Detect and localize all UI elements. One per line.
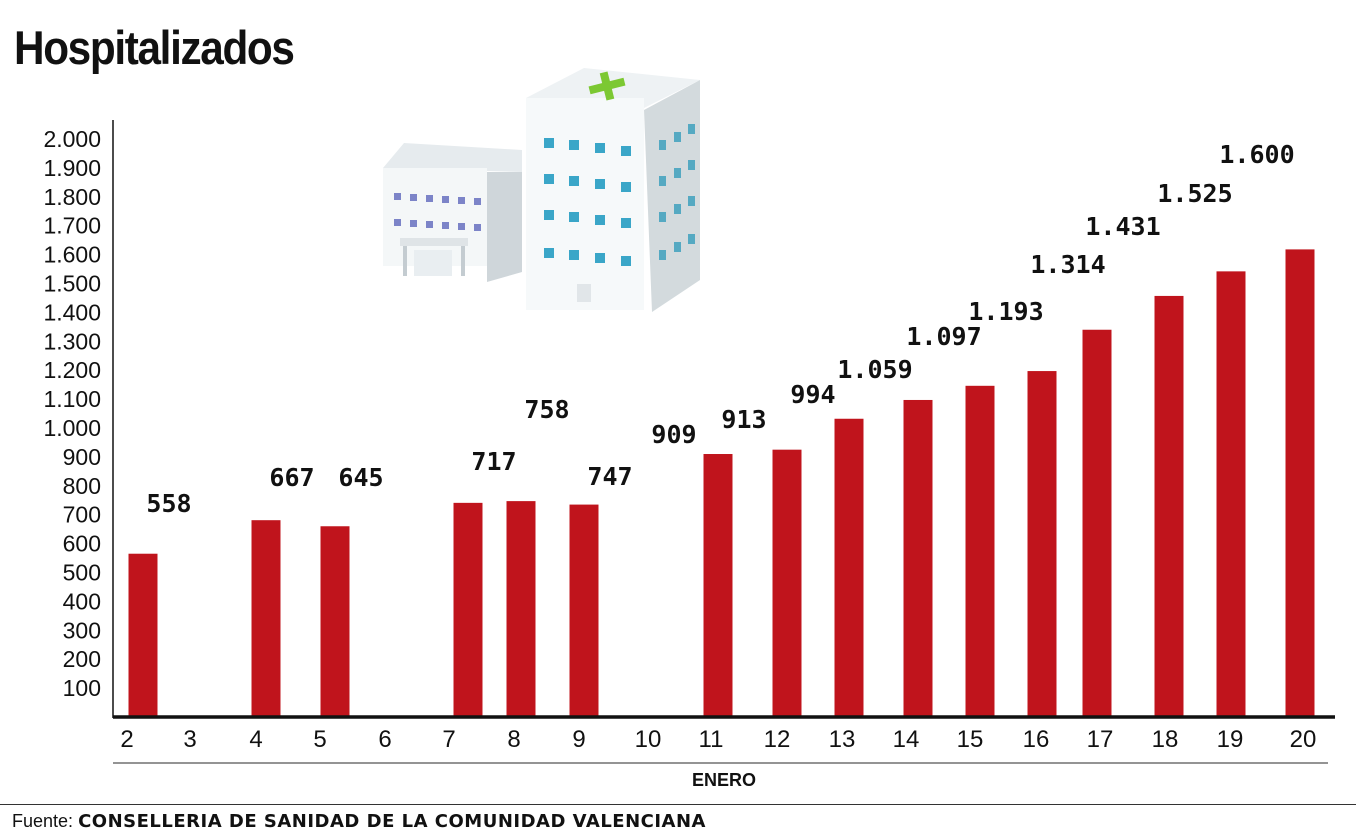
x-tick-label: 11: [699, 726, 724, 753]
x-tick-label: 8: [507, 726, 520, 753]
source-prefix: Fuente:: [12, 811, 74, 831]
x-tick-label: 3: [183, 726, 196, 753]
y-tick-label: 1.900: [43, 155, 101, 181]
bar: [1027, 371, 1057, 717]
bar: [569, 504, 599, 717]
bar: [1285, 249, 1315, 717]
x-tick-label: 18: [1152, 726, 1179, 753]
bars: [128, 249, 1315, 717]
data-label: 558: [146, 489, 191, 518]
y-tick-label: 1.200: [43, 357, 101, 383]
y-tick-label: 1.600: [43, 242, 101, 268]
y-tick-label: 1.000: [43, 415, 101, 441]
data-label: 1.097: [906, 322, 981, 351]
x-tick-label: 15: [957, 726, 984, 753]
data-label: 909: [651, 420, 696, 449]
data-label: 1.431: [1085, 212, 1160, 241]
data-label: 1.193: [968, 297, 1043, 326]
y-tick-label: 1.300: [43, 328, 101, 354]
bar: [772, 449, 802, 717]
data-label: 717: [471, 447, 516, 476]
data-label: 1.314: [1030, 250, 1105, 279]
x-tick-label: 2: [120, 726, 133, 753]
x-tick-label: 14: [893, 726, 920, 753]
x-tick-label: 20: [1290, 726, 1317, 753]
data-label: 667: [269, 463, 314, 492]
x-tick-label: 13: [829, 726, 856, 753]
y-tick-label: 1.800: [43, 184, 101, 210]
y-tick-label: 700: [63, 502, 101, 528]
x-tick-label: 12: [764, 726, 791, 753]
y-tick-label: 2.000: [43, 126, 101, 152]
y-tick-label: 900: [63, 444, 101, 470]
x-tick-label: 19: [1217, 726, 1244, 753]
bar: [1216, 271, 1246, 717]
source-name: CONSELLERIA DE SANIDAD DE LA COMUNIDAD V…: [78, 811, 706, 832]
hospital-building-icon: [383, 68, 700, 312]
chart-title: Hospitalizados: [14, 21, 295, 74]
x-tick-label: 9: [572, 726, 585, 753]
bar: [251, 520, 281, 717]
x-tick-label: 7: [442, 726, 455, 753]
source-divider: [0, 804, 1356, 805]
data-label: 913: [721, 405, 766, 434]
y-tick-label: 1.100: [43, 386, 101, 412]
y-tick-label: 1.700: [43, 213, 101, 239]
x-tick-label: 4: [249, 726, 262, 753]
x-tick-label: 10: [635, 726, 662, 753]
source-note: Fuente: CONSELLERIA DE SANIDAD DE LA COM…: [12, 811, 706, 832]
y-tick-label: 400: [63, 588, 101, 614]
x-axis-ticks: 2 3 4 5 6 7 8 9 10 11 12 13 14 15 16 17 18 19 20: [120, 726, 1316, 753]
y-tick-label: 1.500: [43, 271, 101, 297]
y-tick-label: 300: [63, 617, 101, 643]
y-tick-label: 200: [63, 646, 101, 672]
x-tick-label: 17: [1087, 726, 1114, 753]
data-label: 758: [524, 395, 569, 424]
bar: [834, 418, 864, 717]
data-label: 645: [338, 463, 383, 492]
y-tick-label: 100: [63, 675, 101, 701]
bar: [128, 553, 158, 717]
bar: [1154, 295, 1184, 717]
bar: [1082, 329, 1112, 717]
data-label: 994: [790, 380, 835, 409]
bar: [320, 526, 350, 717]
data-label: 1.525: [1157, 179, 1232, 208]
x-tick-label: 16: [1023, 726, 1050, 753]
bar: [453, 502, 483, 717]
bar: [903, 399, 933, 717]
data-label: 747: [587, 462, 632, 491]
x-tick-label: 5: [313, 726, 326, 753]
x-tick-label: 6: [378, 726, 391, 753]
y-tick-label: 600: [63, 531, 101, 557]
bar: [965, 385, 995, 717]
data-label: 1.600: [1219, 140, 1294, 169]
x-axis-label: ENERO: [692, 770, 756, 790]
y-tick-label: 800: [63, 473, 101, 499]
bar: [703, 454, 733, 717]
data-label: 1.059: [837, 355, 912, 384]
y-tick-label: 1.400: [43, 299, 101, 325]
y-tick-label: 500: [63, 560, 101, 586]
bar: [506, 501, 536, 717]
